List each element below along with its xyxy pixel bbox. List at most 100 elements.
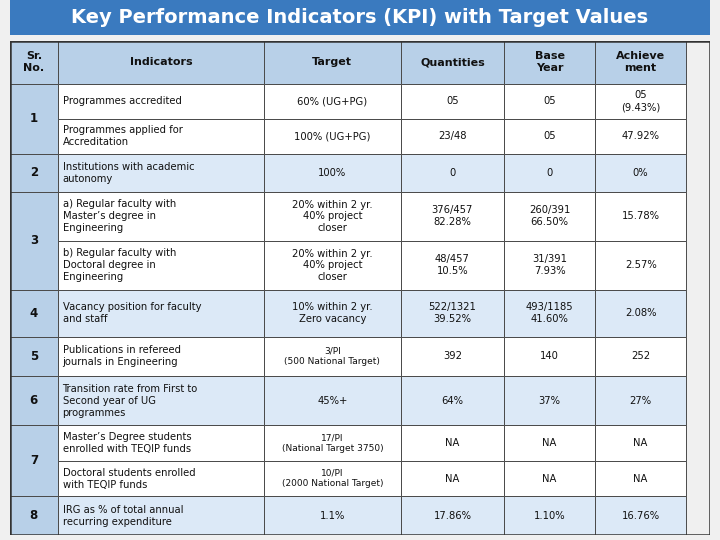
Bar [10, 192, 58, 290]
Text: Transition rate from First to
Second year of UG
programmes: Transition rate from First to Second yea… [63, 383, 198, 417]
Text: IRG as % of total annual
recurring expenditure: IRG as % of total annual recurring expen… [63, 504, 183, 526]
Text: 2.57%: 2.57% [625, 260, 657, 271]
Bar [595, 496, 686, 535]
Text: Indicators: Indicators [130, 57, 192, 67]
Text: Master’s Degree students
enrolled with TEQIP funds: Master’s Degree students enrolled with T… [63, 432, 192, 454]
Bar [504, 496, 595, 535]
Bar [264, 119, 400, 154]
Bar [400, 376, 504, 425]
Text: 3: 3 [30, 234, 38, 247]
FancyBboxPatch shape [0, 0, 720, 37]
Text: 1.1%: 1.1% [320, 510, 345, 521]
Bar [264, 192, 400, 241]
Bar [58, 40, 264, 84]
Bar [10, 425, 58, 496]
Text: Target: Target [312, 57, 352, 67]
Bar [400, 192, 504, 241]
Bar [504, 40, 595, 84]
Text: Base
Year: Base Year [535, 51, 564, 73]
Text: 140: 140 [540, 352, 559, 361]
Bar [58, 290, 264, 336]
Text: NA: NA [634, 438, 648, 448]
Bar [504, 461, 595, 496]
Text: 05: 05 [544, 97, 556, 106]
Bar [58, 461, 264, 496]
Bar [504, 192, 595, 241]
Bar [10, 40, 58, 84]
Text: 64%: 64% [441, 396, 464, 406]
Bar [595, 84, 686, 119]
Bar [10, 496, 58, 535]
Bar [58, 496, 264, 535]
Bar [504, 376, 595, 425]
Bar [58, 154, 264, 192]
Text: 10/PI
(2000 National Target): 10/PI (2000 National Target) [282, 469, 383, 488]
Bar [264, 461, 400, 496]
Text: 260/391
66.50%: 260/391 66.50% [529, 205, 570, 227]
Text: Publications in refereed
journals in Engineering: Publications in refereed journals in Eng… [63, 346, 181, 367]
Text: 45%+: 45%+ [318, 396, 348, 406]
Bar [58, 376, 264, 425]
Bar [400, 290, 504, 336]
Bar [264, 84, 400, 119]
Text: 3/PI
(500 National Target): 3/PI (500 National Target) [284, 347, 380, 366]
Bar [504, 84, 595, 119]
Bar [595, 192, 686, 241]
Text: 493/1185
41.60%: 493/1185 41.60% [526, 302, 573, 324]
Bar [264, 425, 400, 461]
Text: Institutions with academic
autonomy: Institutions with academic autonomy [63, 162, 194, 184]
Text: 4: 4 [30, 307, 38, 320]
Text: 05
(9.43%): 05 (9.43%) [621, 90, 660, 112]
Bar [264, 290, 400, 336]
Bar [595, 425, 686, 461]
Text: a) Regular faculty with
Master’s degree in
Engineering: a) Regular faculty with Master’s degree … [63, 199, 176, 233]
Bar [400, 336, 504, 376]
Bar [264, 376, 400, 425]
Text: b) Regular faculty with
Doctoral degree in
Engineering: b) Regular faculty with Doctoral degree … [63, 248, 176, 282]
Bar [595, 290, 686, 336]
Bar [504, 290, 595, 336]
Bar [58, 192, 264, 241]
Bar [10, 290, 58, 336]
Bar [595, 241, 686, 290]
Text: 100% (UG+PG): 100% (UG+PG) [294, 131, 371, 141]
Text: 6: 6 [30, 394, 38, 407]
Text: 48/457
10.5%: 48/457 10.5% [435, 254, 470, 276]
Text: NA: NA [542, 438, 557, 448]
Text: Sr.
No.: Sr. No. [23, 51, 45, 73]
Text: 392: 392 [443, 352, 462, 361]
Text: 27%: 27% [629, 396, 652, 406]
Text: Vacancy position for faculty
and staff: Vacancy position for faculty and staff [63, 302, 201, 324]
Bar [400, 84, 504, 119]
Text: 1: 1 [30, 112, 38, 125]
Text: Programmes accredited: Programmes accredited [63, 97, 181, 106]
Text: NA: NA [542, 474, 557, 484]
Bar [504, 154, 595, 192]
Bar [504, 425, 595, 461]
Bar [400, 119, 504, 154]
Text: 1.10%: 1.10% [534, 510, 565, 521]
Bar [264, 40, 400, 84]
Text: 20% within 2 yr.
40% project
closer: 20% within 2 yr. 40% project closer [292, 200, 373, 233]
Bar [400, 496, 504, 535]
Bar [595, 461, 686, 496]
Text: 376/457
82.28%: 376/457 82.28% [432, 205, 473, 227]
Text: Achieve
ment: Achieve ment [616, 51, 665, 73]
Text: 15.78%: 15.78% [621, 212, 660, 221]
Bar [595, 336, 686, 376]
Bar [504, 336, 595, 376]
Text: 17/PI
(National Target 3750): 17/PI (National Target 3750) [282, 433, 383, 453]
Text: 60% (UG+PG): 60% (UG+PG) [297, 97, 367, 106]
Bar [58, 84, 264, 119]
Text: 23/48: 23/48 [438, 131, 467, 141]
Bar [264, 496, 400, 535]
Bar [10, 376, 58, 425]
Bar [400, 154, 504, 192]
Bar [58, 241, 264, 290]
Text: Key Performance Indicators (KPI) with Target Values: Key Performance Indicators (KPI) with Ta… [71, 8, 649, 27]
Text: 2: 2 [30, 166, 38, 179]
Bar [400, 461, 504, 496]
Text: NA: NA [634, 474, 648, 484]
Bar [10, 84, 58, 154]
Text: NA: NA [445, 438, 459, 448]
